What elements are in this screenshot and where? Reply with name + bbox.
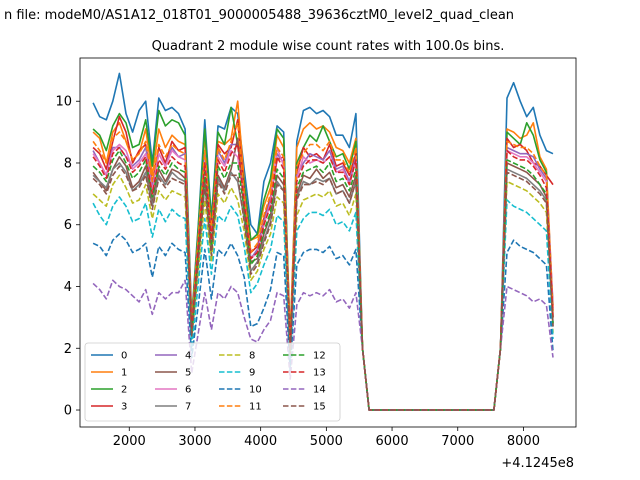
- series-line-15: [92, 165, 554, 411]
- legend-label-10: 10: [249, 385, 262, 396]
- legend-label-3: 3: [121, 402, 127, 413]
- x-tick-label: 8000: [507, 434, 540, 449]
- x-tick-label: 4000: [244, 434, 277, 449]
- y-tick-label: 10: [55, 95, 72, 110]
- legend-box: [84, 342, 341, 422]
- x-tick-label: 6000: [376, 434, 409, 449]
- y-axis: 0 2 4 6 8 10: [55, 95, 80, 419]
- axes-frame: [79, 57, 577, 428]
- series-layer: [92, 72, 554, 411]
- legend-label-11: 11: [249, 402, 262, 413]
- legend-label-13: 13: [313, 368, 326, 379]
- series-line-14: [92, 279, 554, 411]
- x-tick-label: 5000: [310, 434, 343, 449]
- y-tick-label: 4: [64, 280, 72, 295]
- x-tick-label: 2000: [113, 434, 146, 449]
- legend-label-2: 2: [121, 385, 127, 396]
- series-line-12: [92, 149, 554, 411]
- legend-label-0: 0: [121, 351, 127, 362]
- legend-label-8: 8: [249, 351, 255, 362]
- y-tick-label: 6: [64, 218, 72, 233]
- x-offset-label: +4.1245e8: [501, 456, 574, 471]
- legend-label-5: 5: [185, 368, 191, 379]
- legend-label-4: 4: [185, 351, 191, 362]
- legend-label-7: 7: [185, 402, 191, 413]
- figure-suptitle: n file: modeM0/AS1A12_018T01_9000005488_…: [4, 8, 514, 23]
- legend-label-6: 6: [185, 385, 191, 396]
- x-tick-label: 3000: [178, 434, 211, 449]
- legend-label-14: 14: [313, 385, 326, 396]
- y-tick-label: 2: [64, 342, 72, 357]
- x-tick-label: 7000: [441, 434, 474, 449]
- y-tick-label: 8: [64, 156, 72, 171]
- x-axis: 2000 3000 4000 5000 6000 7000 8000: [113, 427, 540, 449]
- series-line-11: [92, 122, 554, 411]
- chart-title: Quadrant 2 module wise count rates with …: [152, 39, 505, 54]
- legend-label-1: 1: [121, 368, 127, 379]
- legend-label-15: 15: [313, 402, 326, 413]
- y-tick-label: 0: [64, 404, 72, 419]
- legend-label-12: 12: [313, 351, 326, 362]
- legend-label-9: 9: [249, 368, 255, 379]
- series-line-13: [92, 143, 554, 411]
